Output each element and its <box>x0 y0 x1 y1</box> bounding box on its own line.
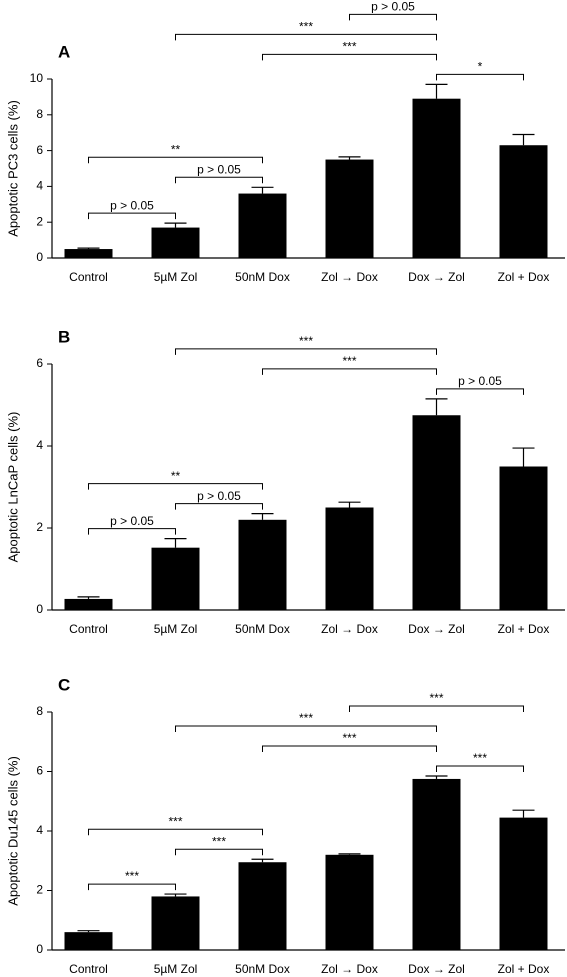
significance-bracket <box>349 13 437 21</box>
x-tick-label: Zol + Dox <box>498 622 550 636</box>
bar <box>325 159 374 258</box>
bar <box>412 98 461 258</box>
x-tick-label: 5µM Zol <box>154 962 198 976</box>
y-tick-label: 0 <box>36 250 43 264</box>
significance-label: *** <box>299 334 313 348</box>
significance-bracket <box>88 828 263 836</box>
bar <box>238 193 287 258</box>
significance-bracket <box>175 176 263 184</box>
x-tick-label: Dox → Zol <box>408 622 465 636</box>
y-axis-label: Apoptotic PC3 cells (%) <box>5 100 20 237</box>
significance-label: *** <box>342 354 356 368</box>
bar <box>64 249 113 258</box>
significance-label: *** <box>125 869 139 883</box>
y-tick-label: 8 <box>36 107 43 121</box>
bar <box>64 932 113 950</box>
bar <box>499 466 548 610</box>
significance-label: ** <box>171 142 181 156</box>
y-axis-label: Apoptotic LnCaP cells (%) <box>5 412 20 563</box>
x-tick-label: Control <box>69 270 108 284</box>
x-tick-label: 5µM Zol <box>154 270 198 284</box>
significance-bracket <box>88 528 176 535</box>
x-tick-label: Dox → Zol <box>408 962 465 976</box>
bar <box>499 817 548 950</box>
significance-label: *** <box>212 834 226 848</box>
significance-label: *** <box>342 40 356 54</box>
y-tick-label: 2 <box>36 520 43 534</box>
bar <box>64 598 113 610</box>
significance-bracket <box>175 348 437 355</box>
x-tick-label: Zol → Dox <box>321 270 378 284</box>
x-tick-label: Dox → Zol <box>408 270 465 284</box>
significance-bracket <box>262 53 437 61</box>
x-tick-label: 50nM Dox <box>235 622 290 636</box>
bar <box>325 507 374 610</box>
panel-label: B <box>58 327 70 346</box>
x-tick-label: Zol + Dox <box>498 270 550 284</box>
significance-label: *** <box>299 711 313 725</box>
x-tick-label: Zol + Dox <box>498 962 550 976</box>
panel-label: C <box>58 675 70 694</box>
significance-bracket <box>88 156 263 164</box>
x-tick-label: 50nM Dox <box>235 962 290 976</box>
significance-label: *** <box>473 751 487 765</box>
y-tick-label: 4 <box>36 179 43 193</box>
bar <box>499 145 548 258</box>
y-tick-label: 10 <box>30 71 44 85</box>
y-tick-label: 4 <box>36 438 43 452</box>
significance-label: ** <box>171 469 181 483</box>
y-tick-label: 6 <box>36 764 43 778</box>
significance-bracket <box>436 73 524 81</box>
significance-bracket <box>262 745 437 752</box>
significance-label: *** <box>168 814 182 828</box>
significance-label: *** <box>342 731 356 745</box>
significance-bracket <box>88 483 263 490</box>
significance-label: *** <box>429 691 443 705</box>
x-tick-label: Zol → Dox <box>321 622 378 636</box>
significance-label: p > 0.05 <box>197 489 241 503</box>
y-tick-label: 8 <box>36 704 43 718</box>
significance-label: p > 0.05 <box>458 374 502 388</box>
x-tick-label: Control <box>69 622 108 636</box>
y-tick-label: 2 <box>36 214 43 228</box>
bar <box>238 862 287 950</box>
significance-label: p > 0.05 <box>110 198 154 212</box>
significance-bracket <box>436 388 524 395</box>
significance-label: * <box>478 60 483 74</box>
x-tick-label: 5µM Zol <box>154 622 198 636</box>
bar <box>151 227 200 258</box>
x-tick-label: Zol → Dox <box>321 962 378 976</box>
y-tick-label: 0 <box>36 942 43 956</box>
y-axis-label: Apoptotic Du145 cells (%) <box>5 756 20 906</box>
significance-label: *** <box>299 20 313 34</box>
significance-bracket <box>436 765 524 772</box>
y-tick-label: 6 <box>36 356 43 370</box>
y-tick-label: 4 <box>36 823 43 837</box>
bar <box>151 547 200 610</box>
y-tick-label: 6 <box>36 143 43 157</box>
significance-label: p > 0.05 <box>371 0 415 14</box>
bar <box>325 854 374 950</box>
x-tick-label: 50nM Dox <box>235 270 290 284</box>
significance-bracket <box>88 212 176 220</box>
bar <box>238 519 287 610</box>
significance-bracket <box>175 33 437 41</box>
y-tick-label: 2 <box>36 883 43 897</box>
significance-label: p > 0.05 <box>110 514 154 528</box>
significance-bracket <box>262 368 437 375</box>
bar <box>412 778 461 950</box>
significance-bracket <box>175 725 437 732</box>
bar <box>151 896 200 950</box>
x-tick-label: Control <box>69 962 108 976</box>
bar <box>412 415 461 610</box>
significance-label: p > 0.05 <box>197 162 241 176</box>
y-tick-label: 0 <box>36 602 43 616</box>
panel-label: A <box>58 42 70 61</box>
significance-bracket <box>349 705 524 712</box>
significance-bracket <box>88 883 176 891</box>
significance-bracket <box>175 503 263 510</box>
significance-bracket <box>175 848 263 856</box>
